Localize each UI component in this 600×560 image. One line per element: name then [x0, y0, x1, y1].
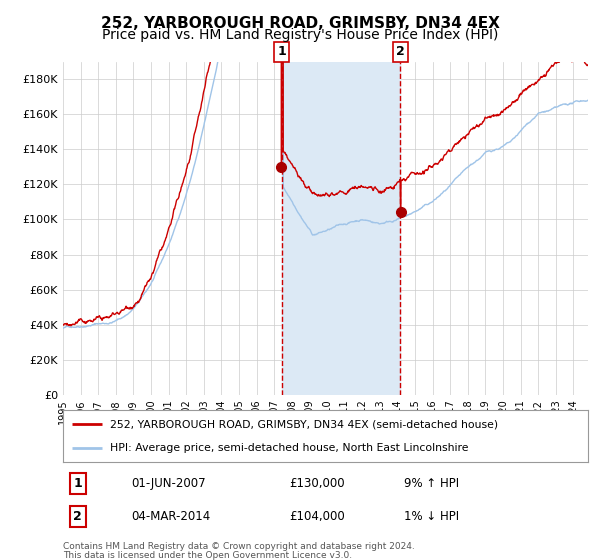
- Text: 252, YARBOROUGH ROAD, GRIMSBY, DN34 4EX (semi-detached house): 252, YARBOROUGH ROAD, GRIMSBY, DN34 4EX …: [110, 419, 499, 430]
- Text: 1: 1: [277, 45, 286, 58]
- Text: 2: 2: [73, 510, 82, 523]
- Text: 2: 2: [396, 45, 405, 58]
- Text: 252, YARBOROUGH ROAD, GRIMSBY, DN34 4EX: 252, YARBOROUGH ROAD, GRIMSBY, DN34 4EX: [101, 16, 499, 31]
- Text: 04-MAR-2014: 04-MAR-2014: [131, 510, 211, 523]
- Text: This data is licensed under the Open Government Licence v3.0.: This data is licensed under the Open Gov…: [63, 551, 352, 560]
- Text: Price paid vs. HM Land Registry's House Price Index (HPI): Price paid vs. HM Land Registry's House …: [102, 28, 498, 42]
- Bar: [281, 62, 400, 395]
- Text: £104,000: £104,000: [289, 510, 344, 523]
- Text: HPI: Average price, semi-detached house, North East Lincolnshire: HPI: Average price, semi-detached house,…: [110, 443, 469, 453]
- Text: £130,000: £130,000: [289, 477, 344, 490]
- Text: Contains HM Land Registry data © Crown copyright and database right 2024.: Contains HM Land Registry data © Crown c…: [63, 542, 415, 550]
- Text: 1% ↓ HPI: 1% ↓ HPI: [404, 510, 460, 523]
- Text: 9% ↑ HPI: 9% ↑ HPI: [404, 477, 460, 490]
- Text: 01-JUN-2007: 01-JUN-2007: [131, 477, 206, 490]
- Text: 1: 1: [73, 477, 82, 490]
